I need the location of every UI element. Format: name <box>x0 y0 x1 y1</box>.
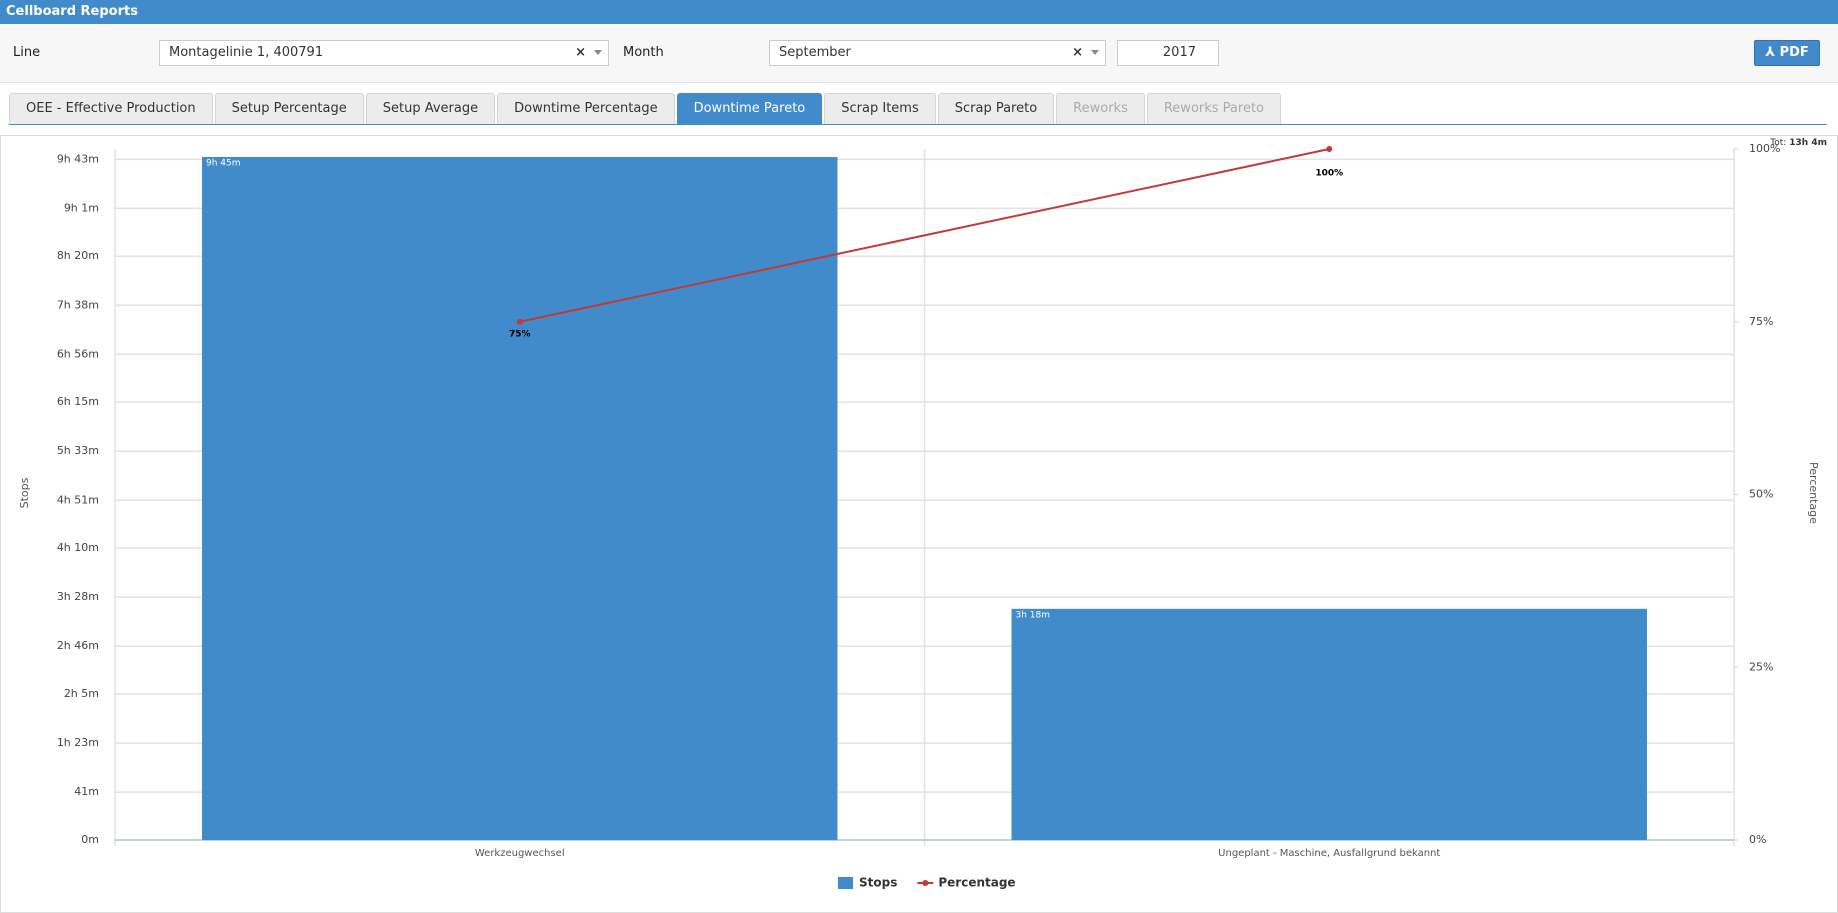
clear-icon[interactable]: × <box>575 45 586 60</box>
tab-bar: OEE - Effective Production Setup Percenta… <box>9 93 1827 125</box>
clear-icon[interactable]: × <box>1072 45 1083 60</box>
y-tick-label: 4h 10m <box>57 541 99 554</box>
y2-tick-label: 25% <box>1749 660 1773 673</box>
bar-value-label: 3h 18m <box>1016 610 1051 620</box>
legend-swatch <box>838 877 853 889</box>
tab[interactable]: OEE - Effective Production <box>9 93 213 124</box>
y-tick-label: 9h 43m <box>57 152 99 165</box>
bar <box>1011 608 1647 840</box>
bar-value-label: 9h 45m <box>206 159 241 169</box>
total-annotation: Tot: 13h 4m <box>1769 138 1827 148</box>
y2-tick-label: 100% <box>1749 142 1780 155</box>
y-tick-label: 0m <box>81 833 99 846</box>
y-axis-title: Stops <box>18 477 31 508</box>
tab: Reworks Pareto <box>1146 93 1281 124</box>
pdf-icon: ⅄ <box>1765 45 1780 60</box>
tab[interactable]: Downtime Percentage <box>497 93 675 124</box>
line-select[interactable]: Montagelinie 1, 400791 × <box>159 40 609 66</box>
y-tick-label: 2h 46m <box>57 639 99 652</box>
tab[interactable]: Downtime Pareto <box>676 93 823 124</box>
tab: Reworks <box>1056 93 1145 124</box>
y-tick-label: 7h 38m <box>57 298 99 311</box>
line-point <box>516 318 523 325</box>
dropdown-arrow[interactable] <box>594 50 602 55</box>
y-tick-label: 1h 23m <box>57 736 99 749</box>
total-label: Tot: <box>1769 138 1786 148</box>
y-tick-label: 2h 5m <box>64 687 99 700</box>
line-label: Line <box>13 45 41 60</box>
percentage-line <box>519 148 1330 323</box>
bar <box>202 157 838 840</box>
year-input[interactable]: 2017 <box>1117 40 1219 66</box>
x-tick-label: Werkzeugwechsel <box>475 848 565 859</box>
point-value-label: 100% <box>1315 169 1343 179</box>
y-tick-label: 41m <box>74 785 99 798</box>
month-value: September <box>779 45 851 60</box>
tab[interactable]: Setup Percentage <box>214 93 364 124</box>
filter-bar: Line Montagelinie 1, 400791 × Month Septe… <box>0 24 1838 83</box>
y2-axis-title: Percentage <box>1807 462 1820 524</box>
y-tick-label: 8h 20m <box>57 249 99 262</box>
pdf-text: PDF <box>1779 45 1809 60</box>
y-tick-label: 9h 1m <box>64 201 99 214</box>
legend-marker <box>922 880 929 886</box>
total-value: 13h 4m <box>1789 138 1827 148</box>
y2-tick-label: 50% <box>1749 488 1773 501</box>
chart: 0m 41m 1h 23m 2h 5m 2h 46m 3h 28m 4h 10m 4h 51m… <box>0 135 1838 913</box>
x-tick-label: Ungeplant - Maschine, Ausfallgrund bekan… <box>1218 848 1440 859</box>
y-tick-label: 3h 28m <box>57 590 99 603</box>
dropdown-arrow[interactable] <box>1091 50 1099 55</box>
line-value: Montagelinie 1, 400791 <box>169 45 324 60</box>
month-select[interactable]: September × <box>769 40 1106 66</box>
line-point <box>1326 146 1333 152</box>
app-title: Cellboard Reports <box>0 0 1838 24</box>
y2-tick-label: 75% <box>1749 315 1773 328</box>
y-tick-label: 6h 15m <box>57 395 99 408</box>
legend-label: Stops <box>859 876 897 890</box>
year-value: 2017 <box>1162 45 1196 60</box>
tab[interactable]: Scrap Items <box>824 93 936 124</box>
y-tick-label: 5h 33m <box>57 444 99 457</box>
y-tick-label: 6h 56m <box>57 347 99 360</box>
pdf-button[interactable]: ⅄ PDF <box>1754 40 1820 66</box>
legend-label: Percentage <box>938 876 1015 890</box>
y-tick-label: 4h 51m <box>57 493 99 506</box>
tab[interactable]: Setup Average <box>365 93 496 124</box>
point-value-label: 75% <box>509 329 531 339</box>
month-label: Month <box>623 45 664 60</box>
y2-tick-label: 0% <box>1749 833 1766 846</box>
tab[interactable]: Scrap Pareto <box>937 93 1055 124</box>
